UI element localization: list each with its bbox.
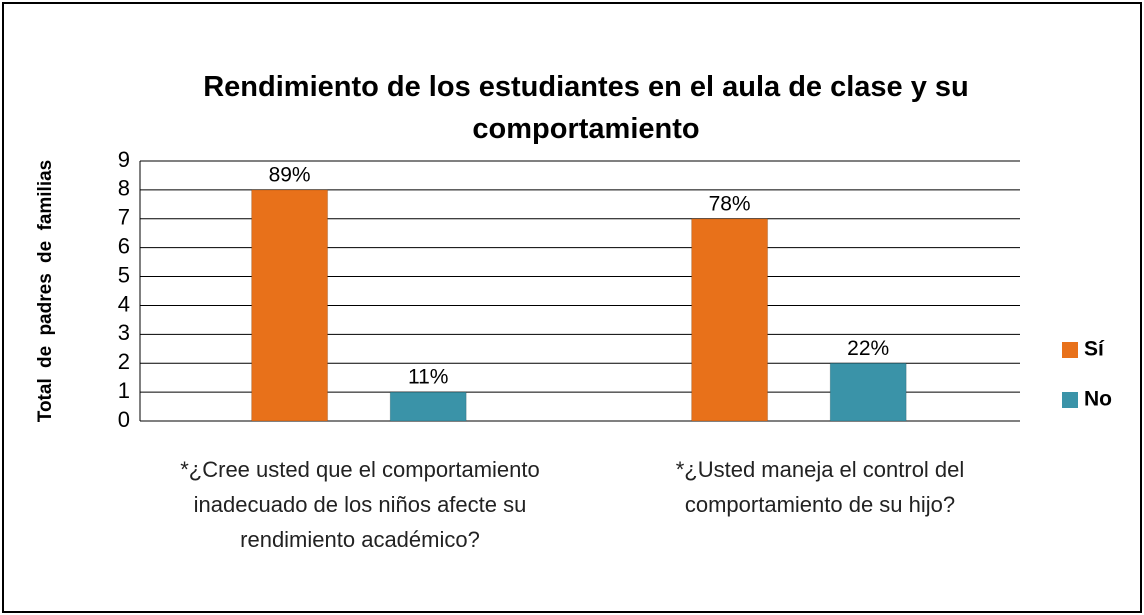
legend-swatch — [1062, 342, 1078, 358]
legend-label: No — [1084, 388, 1112, 411]
y-tick-label: 0 — [118, 407, 130, 432]
y-axis-label: Total de padres de familias — [35, 160, 56, 423]
chart-title: Rendimiento de los estudiantes en el aul… — [203, 71, 969, 145]
y-tick-label: 8 — [118, 176, 130, 201]
legend-label: Sí — [1084, 338, 1105, 361]
x-tick-label: *¿Usted maneja el control del comportami… — [675, 457, 965, 517]
data-label: 89% — [269, 163, 311, 186]
y-tick-label: 2 — [118, 349, 130, 374]
y-tick-label: 1 — [118, 378, 130, 403]
y-tick-label: 9 — [118, 147, 130, 172]
y-tick-label: 6 — [118, 233, 130, 258]
y-tick-label: 3 — [118, 320, 130, 345]
bar — [251, 189, 329, 422]
data-label: 11% — [408, 366, 448, 389]
legend-swatch — [1062, 392, 1078, 408]
data-label: 22% — [847, 337, 889, 360]
x-tick-label: *¿Cree usted que el comportamiento inade… — [180, 457, 540, 552]
y-tick-label: 5 — [118, 262, 130, 287]
bar — [829, 362, 907, 422]
y-tick-label: 4 — [118, 291, 130, 316]
y-tick-label: 7 — [118, 205, 130, 230]
data-label: 78% — [709, 192, 751, 215]
bar — [389, 391, 467, 422]
bar — [691, 218, 769, 422]
